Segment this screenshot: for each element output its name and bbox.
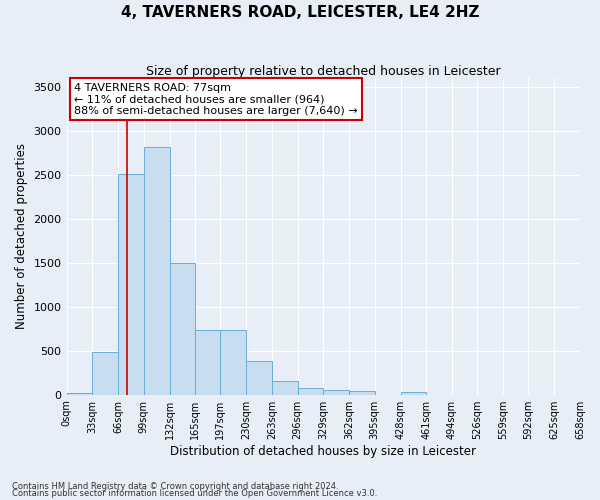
Bar [67, 392, 92, 394]
Text: Contains public sector information licensed under the Open Government Licence v3: Contains public sector information licen… [12, 489, 377, 498]
Bar [298, 388, 323, 394]
Title: Size of property relative to detached houses in Leicester: Size of property relative to detached ho… [146, 65, 500, 78]
X-axis label: Distribution of detached houses by size in Leicester: Distribution of detached houses by size … [170, 444, 476, 458]
Bar [349, 391, 375, 394]
Bar [401, 392, 426, 394]
Y-axis label: Number of detached properties: Number of detached properties [15, 144, 28, 330]
Bar [144, 146, 170, 394]
Bar [272, 381, 298, 394]
Bar [118, 174, 144, 394]
Bar [92, 352, 118, 395]
Bar [220, 330, 246, 394]
Bar [246, 361, 272, 394]
Text: 4, TAVERNERS ROAD, LEICESTER, LE4 2HZ: 4, TAVERNERS ROAD, LEICESTER, LE4 2HZ [121, 5, 479, 20]
Bar [323, 390, 349, 394]
Text: 4 TAVERNERS ROAD: 77sqm
← 11% of detached houses are smaller (964)
88% of semi-d: 4 TAVERNERS ROAD: 77sqm ← 11% of detache… [74, 83, 358, 116]
Bar [195, 330, 220, 394]
Text: Contains HM Land Registry data © Crown copyright and database right 2024.: Contains HM Land Registry data © Crown c… [12, 482, 338, 491]
Bar [170, 262, 195, 394]
